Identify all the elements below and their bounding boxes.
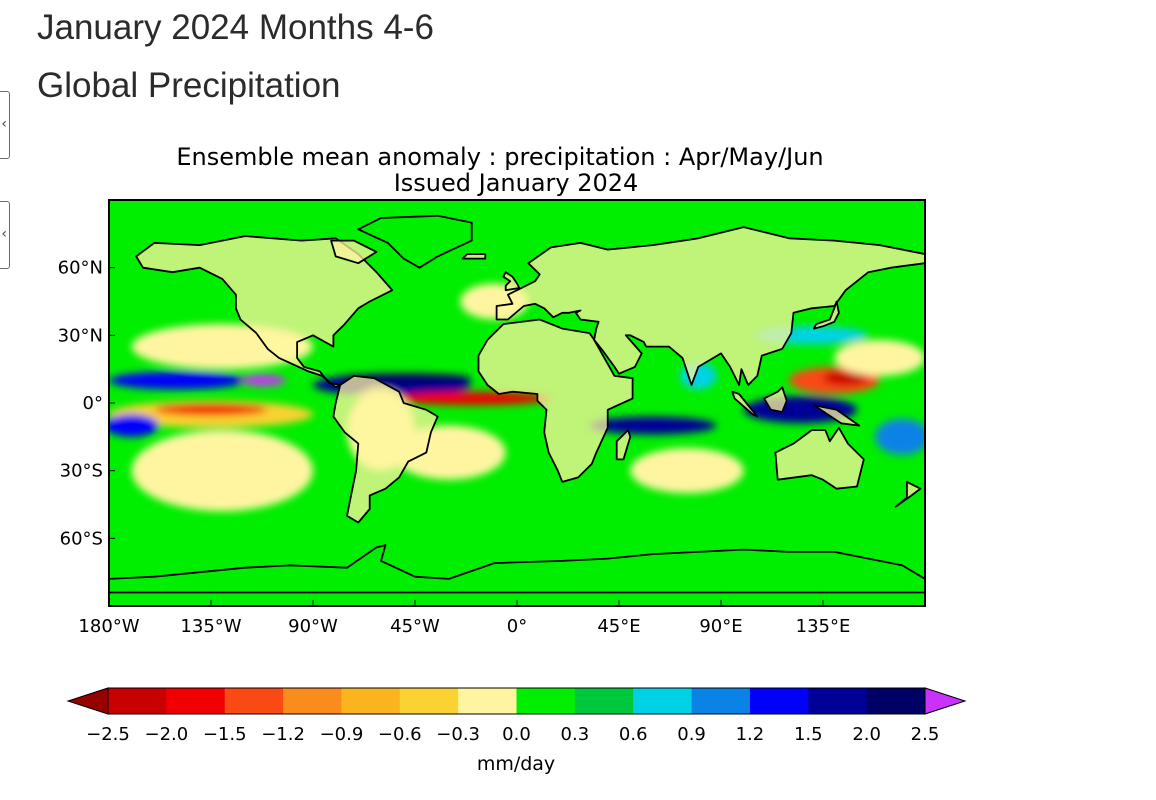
colorbar-swatch [516,688,576,714]
y-tick-label: 60°N [58,258,103,279]
y-tick-label: 60°S [60,528,103,549]
land-sumatra [731,390,759,418]
map-title-line2: Issued January 2024 [394,169,639,197]
page-subtitle: Global Precipitation [37,66,341,105]
land-south-america [332,374,439,524]
colorbar-under-arrow [66,687,109,715]
colorbar-label: mm/day [477,753,555,775]
colorbar-tick-label: −0.9 [320,724,364,745]
colorbar-tick-label: 0.9 [677,724,706,745]
coastlines [109,214,925,594]
land-new-zealand [894,480,922,508]
colorbar-swatch [866,688,926,714]
x-tick-label: 135°W [180,616,241,637]
x-tick-label: 45°E [597,616,640,637]
colorbar-tick-label: −1.2 [261,724,305,745]
colorbar-swatch [224,688,284,714]
chevron-left-icon: ‹ [1,116,7,132]
latitude-axis: 60°N 30°N 0° 30°S 60°S [58,258,115,549]
land-greenland [357,214,473,269]
anomaly-blob [823,371,869,385]
x-tick-label: 180°W [78,616,139,637]
x-tick-label: 45°W [390,616,440,637]
colorbar-swatch [283,688,342,714]
colorbar-tick-label: −2.5 [86,724,130,745]
land-baffin-island [330,239,378,265]
land-borneo [763,386,788,413]
anomaly-blob [630,448,744,494]
colorbar-swatch [166,688,226,714]
anomaly-blob [834,339,925,376]
anomaly-blob [131,430,313,512]
colorbar-swatch [341,688,401,714]
colorbar-swatch [108,688,167,714]
land-australia [774,426,865,490]
colorbar-tick-label: −0.6 [378,724,422,745]
anomaly-blob [589,416,717,435]
colorbar-swatch [749,688,809,714]
chevron-right-icon: ‹ [1,226,7,242]
y-tick-label: 30°S [60,461,103,482]
page-title: January 2024 Months 4-6 [37,8,434,47]
colorbar-tick-labels: −2.5 −2.0 −1.5 −1.2 −0.9 −0.6 −0.3 0.0 0.3 0.6 0.9… [86,724,939,745]
map-plot-area [109,200,925,606]
colorbar-tick-label: 1.5 [794,724,823,745]
land-britain [502,271,521,292]
land-africa [477,318,634,483]
y-tick-label: 0° [83,393,103,414]
colorbar-swatch [458,688,517,714]
colorbar-swatch [633,688,693,714]
anomaly-blob [392,391,551,406]
colorbar-tick-label: −0.3 [436,724,480,745]
y-tick-label: 30°N [58,325,103,346]
x-tick-label: 90°W [288,616,338,637]
colorbar-tick-label: −1.5 [203,724,247,745]
colorbar-tick-label: −2.0 [144,724,188,745]
land-japan [813,300,840,330]
colorbar-tick-label: 0.0 [502,724,531,745]
colorbar-tick-label: 0.3 [561,724,590,745]
colorbar-tick-label: 0.6 [619,724,648,745]
longitude-axis: 180°W 135°W 90°W 45°W 0° 45°E 90°E 135°E [78,600,850,637]
colorbar-swatch [691,688,751,714]
previous-slide-tab[interactable]: ‹ [0,91,10,159]
map-title-line1: Ensemble mean anomaly : precipitation : … [176,143,823,171]
colorbar-tick-label: 1.2 [736,724,765,745]
next-slide-tab[interactable]: ‹ [0,201,10,269]
colorbar-tick-label: 2.0 [852,724,881,745]
x-tick-label: 135°E [796,616,851,637]
land-madagascar [615,429,632,461]
anomaly-blob [240,374,286,387]
anomaly-blob [875,418,925,455]
land-antarctica [109,544,925,594]
land-iceland [461,253,487,260]
colorbar-frame [107,687,926,715]
colorbar-swatch [574,688,634,714]
colorbar-swatch [808,688,868,714]
land-eurasia [495,226,925,386]
colorbar-tick-label: 2.5 [911,724,940,745]
anomaly-blob [109,371,245,390]
colorbar [66,687,967,715]
anomaly-blob [109,414,159,437]
land-new-guinea [813,404,861,427]
x-tick-label: 90°E [699,616,742,637]
x-tick-label: 0° [507,616,527,637]
colorbar-over-arrow [924,687,967,715]
colorbar-swatch [399,688,459,714]
anomaly-blob [154,404,268,416]
